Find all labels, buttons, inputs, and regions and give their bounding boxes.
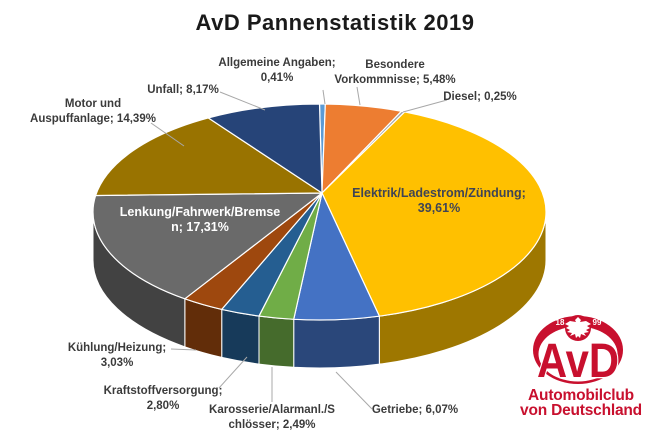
pie-label-2: Diesel; 0,25% bbox=[443, 91, 517, 103]
logo-year-1899-left: 18 bbox=[556, 318, 565, 327]
pie-leader-line-9 bbox=[150, 122, 185, 147]
pie-leader-line-0 bbox=[322, 89, 326, 105]
pie-label-8: Lenkung/Fahrwerk/Bremse n; 17,31% bbox=[119, 205, 281, 234]
pie-slice-9 bbox=[95, 117, 323, 197]
pie-label-10: Unfall; 8,17% bbox=[147, 84, 219, 96]
chart-title: AvD Pannenstatistik 2019 bbox=[195, 10, 475, 35]
logo-oval-inner bbox=[538, 326, 618, 382]
logo-club-name-line1: Automobilclub bbox=[528, 387, 634, 404]
pie-label-6: Kraftstoffversorgung; 2,80% bbox=[103, 385, 223, 412]
pie-label-5: Karosserie/Alarmanl./S chlösser; 2,49% bbox=[209, 404, 335, 431]
logo-club-name-line2: von Deutschland bbox=[520, 402, 642, 419]
pie-slice-3 bbox=[321, 111, 547, 317]
pie-leader-line-7 bbox=[170, 348, 197, 351]
logo-monogram: AvD bbox=[537, 335, 619, 388]
pie-label-4: Getriebe; 6,07% bbox=[371, 404, 459, 416]
pie-label-7: Kühlung/Heizung; 3,03% bbox=[67, 342, 167, 369]
logo-year-1899-right: 99 bbox=[593, 318, 602, 327]
pie-leader-line-10 bbox=[219, 91, 266, 111]
pie-slice-side-4 bbox=[293, 315, 380, 369]
pie-leader-line-2 bbox=[402, 99, 448, 113]
pie-label-9: Motor und Auspuffanlage; 14,39% bbox=[30, 98, 156, 125]
pie-label-3: Elektrik/Ladestrom/Zündung; 39,61% bbox=[352, 186, 526, 215]
pie-leader-line-1 bbox=[356, 86, 361, 106]
pie-slice-side-5 bbox=[258, 315, 295, 368]
pie-slice-side-6 bbox=[221, 308, 260, 365]
pie-slice-10 bbox=[207, 103, 323, 194]
avd-logo: 18 99 AvD bbox=[533, 315, 623, 389]
pie-leader-line-4 bbox=[335, 371, 373, 410]
pie-slice-8 bbox=[92, 192, 323, 300]
pie-label-1: Besondere Vorkommnisse; 5,48% bbox=[334, 59, 456, 86]
pie-leader-line-6 bbox=[218, 356, 248, 389]
eagle-icon bbox=[565, 317, 591, 338]
pie-label-0: Allgemeine Angaben; 0,41% bbox=[218, 57, 336, 84]
